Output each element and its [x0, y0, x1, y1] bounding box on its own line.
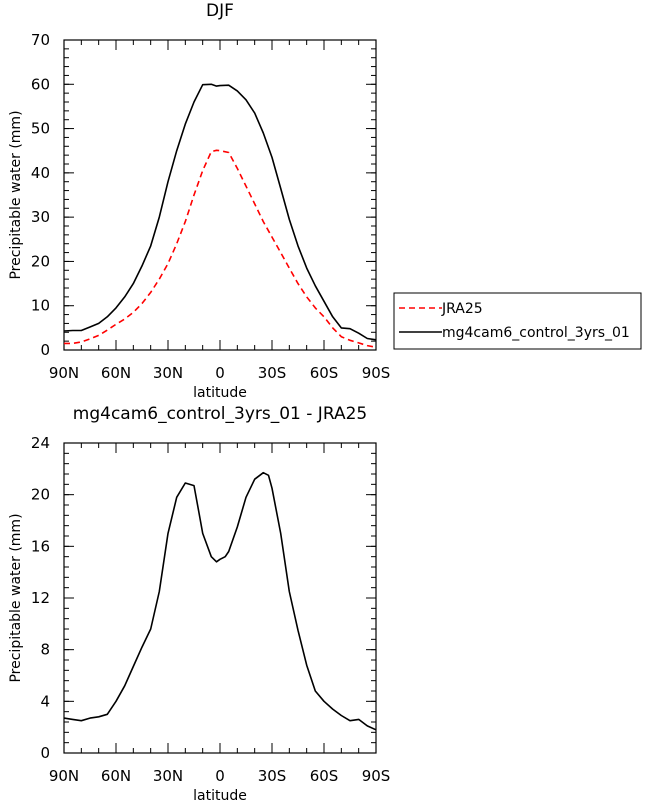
x-tick-label: 90S [362, 364, 391, 382]
y-tick-label: 60 [31, 75, 50, 93]
y-tick-label: 4 [40, 692, 50, 710]
y-tick-label: 16 [31, 537, 50, 555]
legend-box [393, 292, 642, 350]
plot-frame [63, 39, 377, 351]
y-tick-label: 30 [31, 208, 50, 226]
x-tick-label: 30N [153, 364, 183, 382]
y-tick-label: 20 [31, 252, 50, 270]
x-tick-label: 90N [49, 767, 79, 785]
x-tick-label: 30S [258, 767, 287, 785]
x-tick-label: 90S [362, 767, 391, 785]
y-tick-label: 20 [31, 486, 50, 504]
x-tick-label: 60S [310, 364, 339, 382]
chart-title: mg4cam6_control_3yrs_01 - JRA25 [73, 404, 367, 424]
y-tick-label: 0 [40, 744, 50, 762]
y-tick-label: 8 [40, 641, 50, 659]
y-tick-label: 50 [31, 120, 50, 138]
chart-title: DJF [206, 1, 234, 21]
x-tick-label: 90N [49, 364, 79, 382]
y-tick-label: 0 [40, 341, 50, 359]
series-line [63, 471, 377, 731]
y-tick-label: 12 [31, 589, 50, 607]
difference-chart: 90N 60N 30N 0 30S 60S 90S 0 4 8 12 16 20 24 mg4cam6_co… [8, 404, 390, 804]
x-axis-label: latitude [193, 788, 247, 804]
y-tick-label: 70 [31, 31, 50, 49]
series-line [64, 149, 377, 349]
y-axis-label: Precipitable water (mm) [8, 110, 24, 279]
x-tick-label: 30N [153, 767, 183, 785]
x-tick-label: 60N [101, 767, 131, 785]
series-line [63, 83, 377, 341]
x-axis-label: latitude [193, 385, 247, 401]
y-axis-label: Precipitable water (mm) [8, 513, 24, 682]
y-tick-label: 24 [31, 434, 50, 452]
x-tick-label: 30S [258, 364, 287, 382]
x-tick-label: 60S [310, 767, 339, 785]
y-tick-label: 40 [31, 164, 50, 182]
x-tick-label: 0 [215, 364, 225, 382]
x-tick-label: 0 [215, 767, 225, 785]
djf-chart: 90N 60N 30N 0 30S 60S 90S 0 10 20 30 40 50 60 70 DJF lat… [8, 1, 390, 401]
chart-legend: JRA25 mg4cam6_control_3yrs_01 [393, 292, 642, 350]
x-tick-label: 60N [101, 364, 131, 382]
legend-entry: mg4cam6_control_3yrs_01 [442, 325, 630, 341]
legend-entry: JRA25 [441, 301, 483, 317]
y-tick-label: 10 [31, 297, 50, 315]
